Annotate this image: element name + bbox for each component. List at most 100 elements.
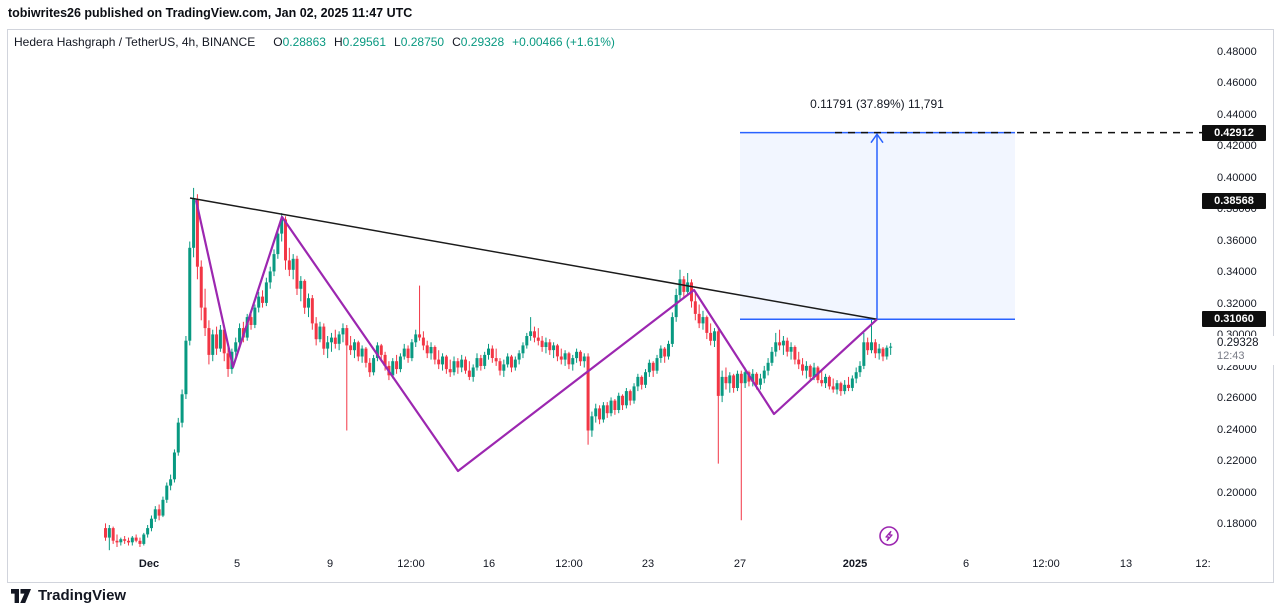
candle-body: [659, 348, 663, 358]
candle-body: [172, 452, 176, 480]
candle-body: [498, 361, 502, 371]
trendline[interactable]: [189, 197, 878, 321]
candle-body: [195, 199, 199, 267]
candle-body: [326, 342, 330, 349]
ohlc-open-key: O: [273, 35, 283, 49]
price-axis-label: 0.20000: [1217, 486, 1257, 499]
candle-body: [356, 342, 360, 357]
price-axis-label: 0.46000: [1217, 77, 1257, 89]
candle-body: [739, 373, 743, 384]
candle-body: [743, 372, 747, 384]
candle-body: [667, 343, 671, 357]
candle-body: [471, 367, 475, 377]
measure-arrow-head: [870, 132, 884, 144]
candle-body: [115, 540, 119, 543]
candle-body: [824, 376, 828, 384]
candle-body: [303, 280, 307, 308]
candle-body: [506, 356, 510, 365]
time-axis-label: 12:00: [1032, 558, 1060, 570]
candle-body: [724, 376, 728, 384]
candle-body: [831, 386, 835, 390]
candle-body: [735, 373, 739, 388]
candle-body: [368, 362, 372, 373]
candle-body: [609, 400, 613, 414]
candle-body: [663, 348, 667, 357]
candle-body: [383, 354, 387, 366]
candle-body: [866, 342, 870, 351]
price-axis-label: 0.18000: [1217, 518, 1257, 530]
candle-body: [582, 356, 586, 362]
candle-body: [797, 359, 801, 365]
candle-body: [693, 301, 697, 314]
candle-body: [314, 323, 318, 340]
candle-body: [854, 372, 858, 379]
candle-body: [850, 378, 854, 388]
ohlc-open-value: 0.28863: [282, 35, 326, 49]
candle-body: [268, 271, 272, 283]
candle-body: [712, 331, 716, 341]
candle-body: [123, 539, 127, 541]
candle-body: [249, 317, 253, 325]
candle-body: [601, 405, 605, 420]
candle-body: [441, 356, 445, 365]
candle-body: [153, 509, 157, 519]
candle-body: [651, 362, 655, 371]
candle-body: [261, 296, 265, 303]
candle-body: [433, 347, 437, 360]
price-axis-label: 0.24000: [1217, 423, 1257, 436]
candle-body: [475, 358, 479, 368]
candle-body: [697, 313, 701, 324]
candle-body: [349, 345, 353, 351]
flash-idea-icon[interactable]: [879, 526, 899, 546]
candle-body: [598, 408, 602, 420]
candle-body: [732, 375, 736, 388]
time-axis-label: 2025: [842, 558, 868, 570]
price-axis-label: 0.22000: [1217, 455, 1257, 467]
bar-countdown: 12:43: [1217, 350, 1245, 362]
candle-body: [509, 356, 513, 368]
candle-body: [494, 358, 498, 362]
tradingview-logo[interactable]: TradingView: [10, 587, 126, 604]
candle-body: [827, 376, 831, 387]
time-axis-label: 5: [233, 558, 241, 570]
candle-body: [563, 353, 567, 360]
candle-body: [540, 340, 544, 347]
candle-body: [192, 199, 196, 248]
candle-body: [502, 364, 506, 371]
candle-body: [808, 365, 812, 377]
candle-body: [222, 329, 226, 354]
candle-body: [395, 361, 399, 370]
candle-body: [881, 348, 885, 357]
current-price-value: 0.29328: [1217, 337, 1259, 349]
candle-body: [180, 394, 184, 423]
candle-body: [575, 351, 579, 359]
candle-body: [318, 326, 322, 340]
candle-body: [843, 384, 847, 392]
candle-body: [532, 331, 536, 338]
symbol-legend: Hedera Hashgraph / TetherUS, 4h, BINANCE…: [14, 35, 615, 49]
candle-body: [130, 537, 134, 543]
candle-body: [104, 528, 107, 538]
candle-body: [126, 540, 130, 543]
candle-body: [264, 282, 268, 303]
candle-body: [778, 342, 782, 346]
candle-body: [138, 540, 142, 544]
candle-body: [766, 362, 770, 371]
price-axis-label: 0.34000: [1217, 266, 1257, 278]
candle-body: [176, 422, 180, 453]
change-value: +0.00466 (+1.61%): [512, 35, 615, 49]
candle-body: [678, 279, 682, 296]
candle-body: [238, 328, 242, 343]
zigzag-pattern[interactable]: [194, 199, 878, 473]
candle-body: [578, 351, 582, 362]
time-axis-label: 13: [1119, 558, 1133, 570]
price-axis-label: 0.48000: [1217, 45, 1257, 58]
candle-body: [188, 247, 192, 341]
candle-body: [337, 334, 341, 344]
price-level-badge: 0.38568: [1202, 193, 1266, 210]
ohlc-close-key: C: [452, 35, 461, 49]
candle-body: [686, 282, 690, 292]
ohlc-close-value: 0.29328: [460, 35, 505, 49]
candle-body: [847, 384, 851, 388]
